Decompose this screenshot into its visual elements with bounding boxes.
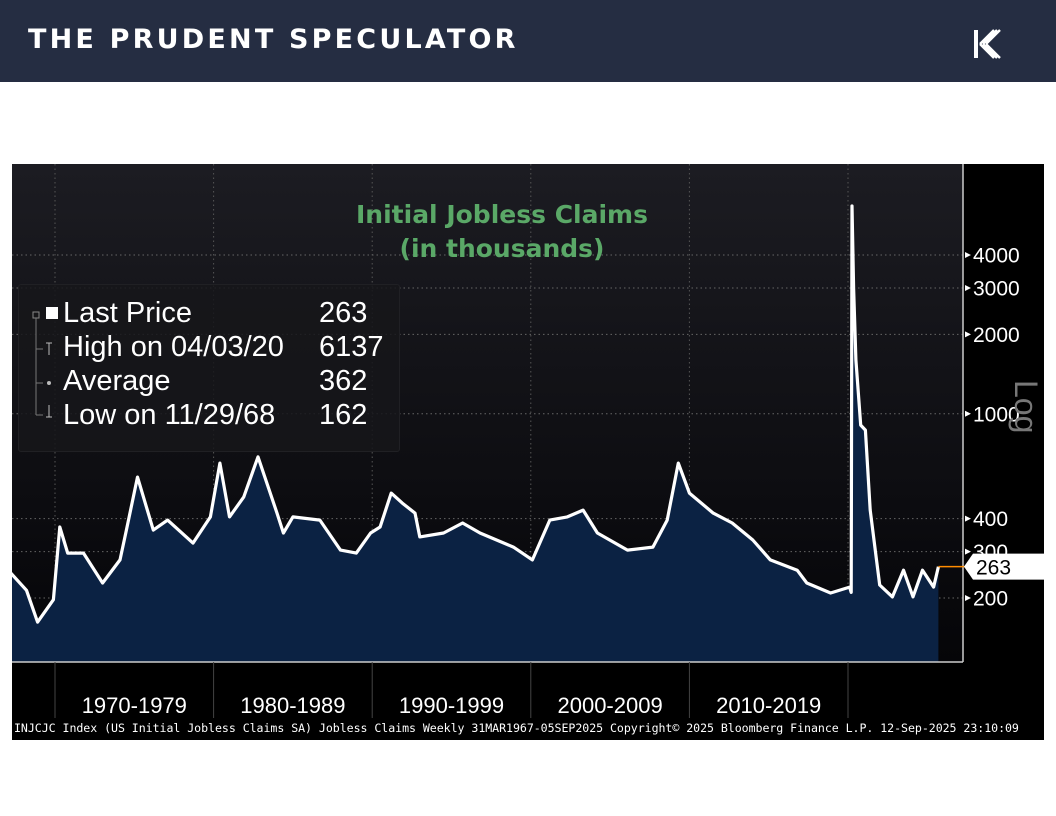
legend-label-low: Low on 11/29/68 [63,399,276,431]
x-band-label: 2000-2009 [557,693,662,718]
chart-subtitle: (in thousands) [399,234,605,263]
log-scale-label: Log [1008,380,1044,433]
y-tick-label: 200 [973,588,1008,611]
legend-value-high: 6137 [319,331,384,363]
y-tick-label: 300 [973,541,1008,564]
k-logo-icon [974,29,1001,59]
y-tick-label: 1000 [973,403,1020,426]
y-tick-marker [965,548,971,555]
y-tick-marker [965,410,971,417]
last-value-tag [964,553,1044,580]
legend-value-average: 362 [319,365,368,397]
x-band-label: 1980-1989 [240,693,345,718]
legend-tree-icon [32,307,58,418]
series-area-fill [12,206,939,662]
y-tick-label: 400 [973,508,1008,531]
y-tick-marker [965,515,971,522]
legend-label-high: High on 04/03/20 [63,331,284,363]
legend-label-average: Average [63,365,171,397]
series-line [12,204,940,624]
x-band-label: 1970-1979 [82,693,187,718]
legend-label-last-price: Last Price [63,297,192,329]
y-tick-marker [965,595,971,601]
chart-title-main: Initial Jobless Claims [356,200,648,229]
x-band-label: 1990-1999 [399,693,504,718]
chart-panel: 263 4000 3000 2000 1000 400 300 200 Log 1970-1979… [12,164,1044,740]
y-tick-label: 3000 [973,277,1020,300]
y-tick-label: 2000 [973,324,1020,347]
brand-title: THE PRUDENT SPECULATOR [28,24,519,55]
x-band-label: 2010-2019 [716,693,821,718]
chart-svg: 263 4000 3000 2000 1000 400 300 200 Log 1970-1979… [12,164,1044,718]
y-tick-label: 4000 [973,245,1020,268]
y-tick-marker [965,331,971,338]
legend: Last Price 263 High on 04/03/20 6137 Ave… [18,284,400,452]
last-value-label: 263 [976,557,1011,580]
y-tick-marker [965,252,971,259]
header-bar: THE PRUDENT SPECULATOR [0,0,1056,82]
chart-footer-source: INJCJC Index (US Initial Jobless Claims … [14,721,1019,735]
y-tick-marker [965,284,971,291]
legend-value-last-price: 263 [319,297,368,329]
chart-title: Initial Jobless Claims (in thousands) [262,198,742,266]
legend-value-low: 162 [319,399,368,431]
